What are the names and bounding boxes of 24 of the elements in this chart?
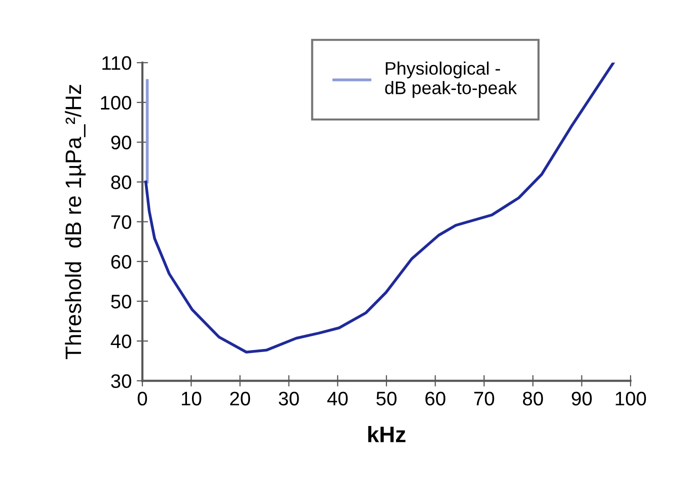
x-tick-label: 80: [522, 392, 543, 406]
x-tick-label: 40: [327, 392, 348, 406]
y-tick-label: 70: [111, 215, 132, 229]
x-tick-label: 20: [230, 392, 250, 406]
x-tick-label: 100: [616, 392, 646, 406]
y-tick-label: 50: [111, 294, 132, 308]
y-tick-label: 100: [101, 96, 132, 110]
legend-label: Physiological - dB peak-to-peak: [385, 62, 517, 98]
y-tick-label: 60: [111, 254, 132, 269]
x-tick-label: 50: [376, 392, 397, 406]
y-tick-label: 40: [110, 334, 132, 348]
x-tick-label: 90: [572, 392, 592, 406]
y-tick-label: 90: [111, 136, 132, 150]
y-tick-label: 80: [111, 175, 132, 190]
x-tick-label: 60: [425, 392, 446, 406]
x-tick-label: 30: [278, 392, 299, 406]
x-axis-title: kHz: [368, 426, 406, 442]
x-tick-label: 0: [138, 392, 148, 406]
y-tick-label: 30: [111, 374, 132, 388]
y-axis-title: Threshold dB re 1µPa_²/Hz: [64, 84, 86, 360]
x-tick-label: 70: [474, 392, 494, 406]
x-tick-label: 10: [182, 392, 202, 406]
line-series: [144, 62, 615, 354]
y-tick-label: 110: [102, 56, 132, 70]
